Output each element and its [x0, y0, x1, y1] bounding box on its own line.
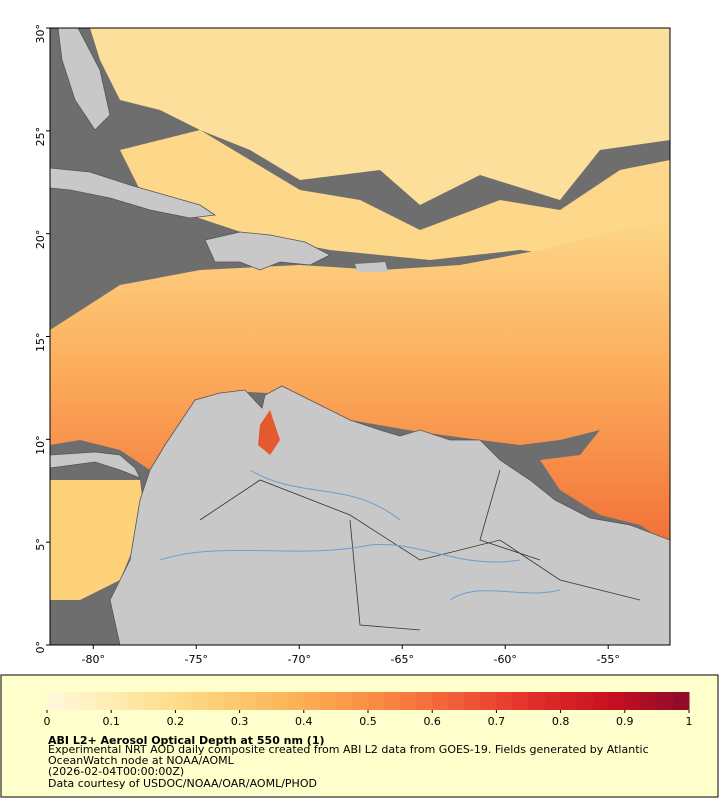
- x-tick-label: -70°: [288, 653, 311, 666]
- x-tick-label: -75°: [185, 653, 208, 666]
- land: [57, 28, 111, 131]
- y-tick-label: 10°: [34, 435, 47, 455]
- colorbar-tick-label: 0.8: [552, 715, 570, 728]
- colorbar-swatch: [111, 692, 128, 710]
- colorbar-swatch: [480, 692, 497, 710]
- y-tick-label: 15°: [34, 333, 47, 353]
- aod-field: [90, 28, 670, 205]
- colorbar-tick-label: 0.1: [102, 715, 120, 728]
- land: [109, 385, 670, 645]
- colorbar-tick-label: 0.4: [295, 715, 313, 728]
- land: [50, 451, 141, 479]
- border: [199, 469, 641, 631]
- credit: Data courtesy of USDOC/NOAA/OAR/AOML/PHO…: [48, 777, 317, 790]
- colorbar-swatch: [656, 692, 674, 710]
- colorbar-swatch: [63, 692, 80, 710]
- colorbar-swatch: [384, 692, 401, 710]
- description: OceanWatch node at NOAA/AOML: [48, 754, 235, 767]
- description: (2026-02-04T00:00:00Z): [48, 765, 184, 778]
- colorbar-swatch: [223, 692, 241, 710]
- map-image: [50, 28, 670, 645]
- description: Experimental NRT AOD daily composite cre…: [48, 743, 649, 756]
- x-tick-label: -65°: [390, 653, 413, 666]
- colorbar-swatch: [351, 692, 369, 710]
- colorbar-tick-label: 0.3: [231, 715, 249, 728]
- colorbar-swatch: [335, 692, 353, 710]
- x-tick-label: -80°: [82, 653, 105, 666]
- colorbar-swatch: [400, 692, 417, 710]
- colorbar-swatch: [127, 692, 144, 710]
- aod-field: [258, 410, 280, 455]
- y-tick-label: 5°: [34, 538, 47, 551]
- colorbar-swatch: [95, 692, 112, 710]
- colorbar-swatch: [528, 692, 546, 710]
- colorbar-swatch: [239, 692, 257, 710]
- colorbar-swatch: [512, 692, 529, 710]
- title: ABI L2+ Aerosol Optical Depth at 550 nm …: [48, 734, 325, 747]
- colorbar-swatch: [159, 692, 176, 710]
- y-tick-label: 30°: [34, 24, 47, 44]
- colorbar-swatch: [368, 692, 385, 710]
- colorbar-swatch: [191, 692, 208, 710]
- colorbar-tick-label: 0.5: [359, 715, 377, 728]
- colorbar-swatch: [592, 692, 610, 710]
- colorbar-swatch: [672, 692, 690, 710]
- y-tick-label: 0°: [34, 641, 47, 654]
- aod-field: [120, 130, 670, 260]
- colorbar-swatch: [544, 692, 562, 710]
- x-tick-label: -60°: [493, 653, 516, 666]
- colorbar-swatch: [432, 692, 449, 710]
- colorbar-swatch: [608, 692, 626, 710]
- colorbar-swatch: [416, 692, 433, 710]
- colorbar-swatch: [496, 692, 513, 710]
- colorbar-swatch: [143, 692, 160, 710]
- colorbar-swatch: [255, 692, 273, 710]
- colorbar-swatch: [287, 692, 305, 710]
- colorbar-swatch: [640, 692, 658, 710]
- y-tick-label: 25°: [34, 127, 47, 147]
- aod-field: [50, 220, 670, 545]
- river: [159, 469, 561, 601]
- colorbar-swatch: [207, 692, 225, 710]
- colorbar-swatch: [79, 692, 96, 710]
- colorbar-swatch: [464, 692, 481, 710]
- land: [204, 231, 331, 271]
- colorbar-swatch: [271, 692, 289, 710]
- colorbar-tick-label: 0: [44, 715, 51, 728]
- colorbar-swatch: [175, 692, 192, 710]
- colorbar-tick-label: 0.9: [616, 715, 634, 728]
- colorbar-swatch: [560, 692, 578, 710]
- colorbar-tick-label: 0.6: [423, 715, 441, 728]
- colorbar-swatch: [624, 692, 642, 710]
- land: [50, 167, 217, 219]
- colorbar-swatch: [319, 692, 337, 710]
- aod-field: [50, 480, 145, 600]
- colorbar-tick-label: 1: [686, 715, 693, 728]
- colorbar-swatch: [303, 692, 321, 710]
- colorbar-tick-label: 0.7: [488, 715, 506, 728]
- land: [355, 262, 388, 272]
- y-tick-label: 20°: [34, 230, 47, 250]
- colorbar-swatch: [448, 692, 465, 710]
- colorbar-tick-label: 0.2: [167, 715, 185, 728]
- x-tick-label: -55°: [596, 653, 619, 666]
- colorbar-swatch: [47, 692, 64, 710]
- colorbar-swatch: [576, 692, 594, 710]
